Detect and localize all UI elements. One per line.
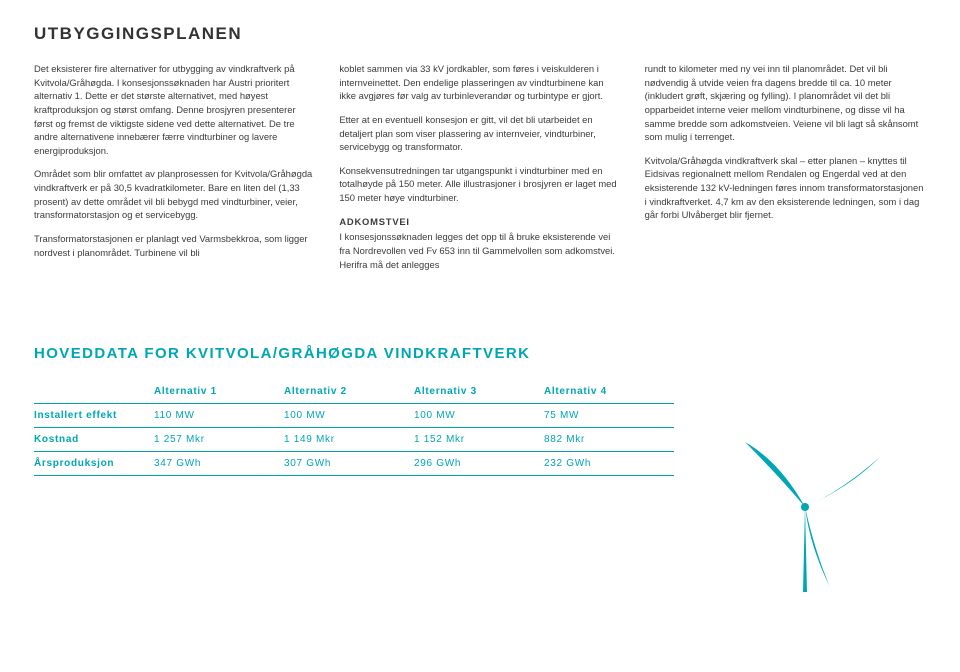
cell: 1 152 Mkr xyxy=(414,428,544,452)
table-row: Kostnad 1 257 Mkr 1 149 Mkr 1 152 Mkr 88… xyxy=(34,428,674,452)
data-table: Alternativ 1 Alternativ 2 Alternativ 3 A… xyxy=(34,380,674,476)
col3-p2: Kvitvola/Gråhøgda vindkraftverk skal – e… xyxy=(645,154,926,222)
cell: 1 257 Mkr xyxy=(154,428,284,452)
cell: 232 GWh xyxy=(544,452,674,476)
col2-p3: Konsekvensutredningen tar utgangspunkt i… xyxy=(339,164,620,205)
cell: 110 MW xyxy=(154,404,284,428)
table-header-1: Alternativ 1 xyxy=(154,380,284,404)
col1-p1: Det eksisterer fire alternativer for utb… xyxy=(34,62,315,157)
cell: 75 MW xyxy=(544,404,674,428)
col2-p2: Etter at en eventuell konsesjon er gitt,… xyxy=(339,113,620,154)
col2-subhead: ADKOMSTVEI xyxy=(339,215,620,229)
table-row: Årsproduksjon 347 GWh 307 GWh 296 GWh 23… xyxy=(34,452,674,476)
col2-p1: koblet sammen via 33 kV jordkabler, som … xyxy=(339,62,620,103)
row-label: Kostnad xyxy=(34,428,154,452)
page-title: UTBYGGINGSPLANEN xyxy=(34,24,926,44)
column-2: koblet sammen via 33 kV jordkabler, som … xyxy=(339,62,620,281)
cell: 296 GWh xyxy=(414,452,544,476)
column-1: Det eksisterer fire alternativer for utb… xyxy=(34,62,315,281)
cell: 100 MW xyxy=(414,404,544,428)
table-header-row: Alternativ 1 Alternativ 2 Alternativ 3 A… xyxy=(34,380,674,404)
table-row: Installert effekt 110 MW 100 MW 100 MW 7… xyxy=(34,404,674,428)
table-header-empty xyxy=(34,380,154,404)
cell: 347 GWh xyxy=(154,452,284,476)
row-label: Årsproduksjon xyxy=(34,452,154,476)
table-wrap: Alternativ 1 Alternativ 2 Alternativ 3 A… xyxy=(34,380,674,476)
col3-p1: rundt to kilometer med ny vei inn til pl… xyxy=(645,62,926,144)
table-header-2: Alternativ 2 xyxy=(284,380,414,404)
wind-turbine-icon xyxy=(720,422,890,592)
table-header-3: Alternativ 3 xyxy=(414,380,544,404)
col2-p4: I konsesjonssøknaden legges det opp til … xyxy=(339,230,620,271)
col1-p2: Området som blir omfattet av planprosess… xyxy=(34,167,315,222)
column-3: rundt to kilometer med ny vei inn til pl… xyxy=(645,62,926,281)
col1-p3: Transformatorstasjonen er planlagt ved V… xyxy=(34,232,315,259)
table-title: HOVEDDATA FOR KVITVOLA/GRÅHØGDA VINDKRAF… xyxy=(34,345,926,362)
cell: 1 149 Mkr xyxy=(284,428,414,452)
cell: 882 Mkr xyxy=(544,428,674,452)
body-columns: Det eksisterer fire alternativer for utb… xyxy=(34,62,926,281)
cell: 100 MW xyxy=(284,404,414,428)
cell: 307 GWh xyxy=(284,452,414,476)
table-header-4: Alternativ 4 xyxy=(544,380,674,404)
row-label: Installert effekt xyxy=(34,404,154,428)
